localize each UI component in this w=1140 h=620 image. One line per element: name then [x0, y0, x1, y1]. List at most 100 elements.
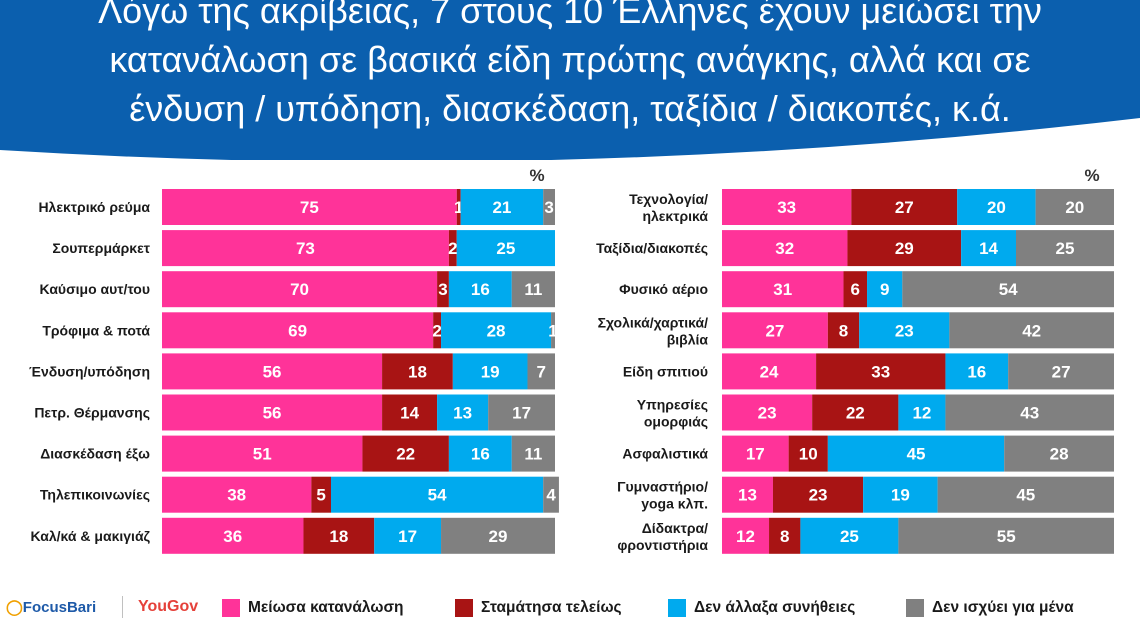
data-label-not-applicable: 1	[548, 321, 557, 340]
bar-segment-reduced	[722, 394, 813, 431]
bar-segment-unchanged	[898, 394, 946, 431]
unit-label-right: %	[1084, 166, 1099, 185]
data-label-reduced: 23	[758, 404, 777, 423]
category-label-left: Ηλεκτρικό ρεύμα	[38, 199, 150, 215]
footer: ◯FocusBari YouGov Μείωσα κατανάλωση Σταμ…	[0, 596, 1140, 620]
data-label-stopped: 8	[780, 527, 789, 546]
data-label-not-applicable: 4	[546, 486, 556, 505]
data-label-reduced: 31	[773, 280, 792, 299]
data-label-stopped: 3	[438, 280, 447, 299]
data-label-not-applicable: 45	[1016, 486, 1035, 505]
data-label-unchanged: 25	[496, 239, 515, 258]
bar-segment-stopped	[437, 271, 449, 308]
yougov-logo: YouGov	[138, 598, 199, 615]
bar-segment-reduced	[162, 271, 438, 308]
category-label-right: Υπηρεσίες ομορφιάς	[637, 397, 708, 430]
data-label-not-applicable: 27	[1052, 362, 1071, 381]
focusbari-logo-mark: ◯	[6, 599, 23, 616]
data-label-unchanged: 13	[453, 404, 472, 423]
data-label-stopped: 2	[448, 239, 457, 258]
bar-segment-unchanged	[452, 353, 528, 390]
data-label-reduced: 27	[765, 321, 784, 340]
data-label-reduced: 17	[746, 445, 765, 464]
bar-segment-stopped	[847, 230, 962, 267]
legend-swatch-stopped	[455, 599, 473, 617]
bar-segment-unchanged	[448, 271, 512, 308]
data-label-not-applicable: 54	[999, 280, 1018, 299]
data-label-reduced: 36	[223, 527, 242, 546]
data-label-reduced: 56	[263, 362, 282, 381]
data-label-unchanged: 19	[891, 486, 910, 505]
bar-segment-not-applicable	[1035, 189, 1114, 225]
category-label-line: βιβλία	[667, 331, 709, 347]
bar-segment-reduced	[162, 353, 383, 390]
bar-segment-reduced	[162, 189, 457, 225]
data-label-not-applicable: 43	[1020, 404, 1039, 423]
category-label-right: Γυμναστήριο/yoga κλπ.	[617, 479, 708, 512]
bar-segment-unchanged	[441, 312, 552, 349]
data-label-unchanged: 16	[967, 362, 986, 381]
data-label-not-applicable: 17	[512, 404, 531, 423]
bar-segment-unchanged	[800, 517, 899, 554]
bar-segment-unchanged	[961, 230, 1016, 267]
bar-segment-not-applicable	[937, 476, 1114, 513]
data-label-stopped: 33	[871, 362, 890, 381]
data-label-reduced: 24	[760, 362, 779, 381]
bar-segment-stopped	[772, 476, 864, 513]
data-label-not-applicable: 42	[1022, 321, 1041, 340]
bar-segment-stopped	[433, 312, 442, 349]
category-label-right: Είδη σπιτιού	[623, 363, 708, 379]
data-label-reduced: 75	[300, 198, 319, 217]
category-label-line: yoga κλπ.	[641, 496, 708, 512]
bar-segment-unchanged	[867, 271, 903, 308]
bar-segment-stopped	[827, 312, 860, 349]
bar-segment-reduced	[162, 435, 363, 472]
bar-segment-not-applicable	[1008, 353, 1114, 390]
category-label-line: Δίδακτρα/	[642, 520, 708, 536]
bar-segment-reduced	[722, 476, 773, 513]
bar-segment-not-applicable	[898, 517, 1114, 554]
bar-segment-not-applicable	[1016, 230, 1114, 267]
category-label-line: ηλεκτρικά	[642, 208, 708, 224]
category-label-left: Καύσιμο αυτ/του	[40, 281, 150, 297]
category-label-line: φροντιστήρια	[617, 537, 708, 553]
bar-segment-stopped	[769, 517, 801, 554]
data-label-unchanged: 28	[487, 321, 506, 340]
bar-segment-not-applicable	[527, 353, 555, 390]
bar-segment-not-applicable	[441, 517, 555, 554]
data-label-stopped: 18	[408, 362, 427, 381]
data-label-stopped: 14	[400, 404, 419, 423]
category-label-left: Τηλεπικοινωνίες	[40, 487, 150, 503]
data-label-unchanged: 19	[481, 362, 500, 381]
bar-segment-reduced	[722, 312, 828, 349]
data-label-unchanged: 17	[398, 527, 417, 546]
bar-segment-stopped	[362, 435, 449, 472]
bar-segment-reduced	[722, 353, 817, 390]
data-label-reduced: 12	[736, 527, 755, 546]
category-label-left: Διασκέδαση έξω	[40, 446, 150, 462]
bar-segment-unchanged	[859, 312, 950, 349]
data-label-not-applicable: 25	[1056, 239, 1075, 258]
category-label-left: Σουπερμάρκετ	[52, 240, 150, 256]
bar-segment-stopped	[448, 230, 457, 267]
bar-segment-reduced	[722, 517, 770, 554]
category-label-line: Τεχνολογία/	[629, 191, 708, 207]
title-line-2: κατανάλωση σε βασικά είδη πρώτης ανάγκης…	[109, 39, 1031, 80]
bar-segment-unchanged	[456, 230, 555, 267]
bar-segment-reduced	[162, 312, 434, 349]
bar-segment-not-applicable	[945, 394, 1114, 431]
category-label-line: ομορφιάς	[644, 414, 708, 430]
logo-divider	[122, 596, 123, 618]
bar-segment-unchanged	[863, 476, 938, 513]
bar-segment-reduced	[162, 517, 304, 554]
bar-segment-reduced	[162, 476, 312, 513]
data-label-not-applicable: 20	[1065, 198, 1084, 217]
bar-segment-unchanged	[460, 189, 544, 225]
data-label-not-applicable: 11	[524, 280, 542, 299]
data-label-not-applicable: 3	[544, 198, 553, 217]
data-label-stopped: 22	[396, 445, 415, 464]
data-label-unchanged: 25	[840, 527, 859, 546]
bar-segment-reduced	[722, 435, 789, 472]
data-label-stopped: 18	[329, 527, 348, 546]
